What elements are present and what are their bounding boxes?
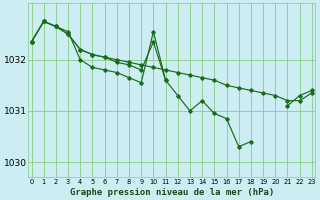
X-axis label: Graphe pression niveau de la mer (hPa): Graphe pression niveau de la mer (hPa) <box>69 188 274 197</box>
